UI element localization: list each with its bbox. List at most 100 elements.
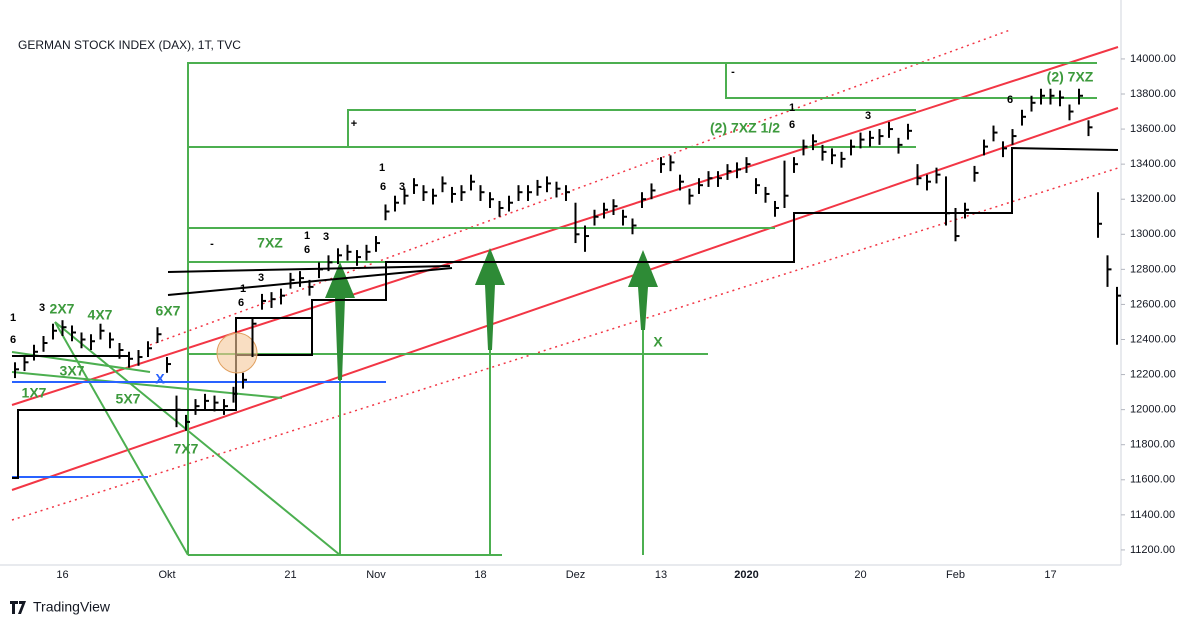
annotation: 3 (399, 181, 405, 193)
x-tick-label: Okt (158, 569, 175, 581)
green-box (725, 63, 1097, 99)
price-bar (14, 362, 19, 379)
price-bar (508, 195, 513, 212)
annotation: 3 (258, 272, 264, 284)
price-bar (1059, 90, 1064, 107)
green-box (347, 109, 916, 147)
annotation: + (351, 118, 357, 130)
price-bar (755, 178, 760, 194)
price-bar (574, 202, 580, 244)
price-bar (1011, 129, 1017, 145)
price-bar (137, 350, 143, 366)
price-bar (660, 157, 665, 173)
annotation: 5X7 (116, 391, 141, 407)
price-bar (460, 185, 466, 201)
arrow (475, 248, 505, 350)
price-bar (783, 160, 789, 208)
price-bar (764, 186, 770, 203)
price-bar (774, 200, 779, 217)
annotation: 7XZ (257, 235, 283, 251)
price-bar (71, 325, 76, 342)
price-bar (242, 372, 247, 389)
price-bar (223, 399, 228, 415)
price-bar (1068, 104, 1074, 121)
y-tick-label: 12800.00 (1130, 263, 1176, 275)
annotation: 6 (789, 119, 795, 131)
x-tick-label: Dez (566, 569, 586, 581)
price-bar (365, 244, 371, 261)
price-bar (992, 125, 998, 142)
price-bar (717, 171, 722, 187)
price-bar (603, 202, 608, 219)
price-bar (793, 157, 798, 173)
price-bar (584, 225, 589, 252)
green-box (187, 62, 1097, 555)
price-bar (916, 164, 922, 186)
price-bar (983, 139, 988, 156)
price-bar (232, 386, 238, 403)
price-bar (337, 248, 342, 265)
price-bar (128, 351, 133, 368)
arrow (628, 250, 658, 330)
price-bar (109, 332, 114, 349)
annotation: (2) 7XZ 1/2 (710, 120, 780, 136)
price-bar (384, 204, 390, 221)
price-bar (375, 236, 380, 252)
brand-name: TradingView (33, 599, 111, 615)
channel-line (11, 167, 1119, 521)
price-bar (1002, 141, 1007, 158)
price-bar (451, 186, 456, 203)
annotation: - (731, 66, 735, 78)
y-tick-label: 13000.00 (1130, 228, 1176, 240)
y-tick-label: 11600.00 (1130, 474, 1175, 486)
x-tick-label: 2020 (734, 569, 758, 581)
price-bar (118, 343, 124, 359)
price-bar (204, 393, 209, 410)
price-bar (831, 148, 836, 165)
annotation: X (155, 371, 165, 387)
y-tick-label: 13200.00 (1130, 193, 1176, 205)
price-bar (821, 144, 827, 161)
price-bar (850, 139, 855, 156)
price-bar (688, 188, 694, 205)
drawings (11, 29, 1119, 556)
price-bar (327, 255, 333, 272)
y-tick-label: 13600.00 (1130, 123, 1176, 135)
x-tick-label: 17 (1044, 569, 1056, 581)
price-bar (631, 218, 637, 235)
annotation: 3 (323, 231, 329, 243)
annotation: 6 (238, 297, 244, 309)
x-tick-label: 18 (474, 569, 486, 581)
price-bar (593, 209, 599, 226)
price-bar (280, 288, 285, 305)
price-bar (954, 207, 960, 242)
price-bar (1087, 120, 1093, 137)
annotation: 6 (10, 334, 16, 346)
price-bar (251, 318, 257, 358)
price-bar (470, 174, 475, 191)
annotation: 6 (304, 244, 310, 256)
y-tick-label: 11200.00 (1130, 544, 1175, 556)
price-bar (185, 414, 190, 431)
annotation: 1X7 (22, 385, 47, 401)
price-bar (413, 178, 418, 194)
price-bar (964, 202, 969, 219)
price-bar (745, 157, 751, 173)
price-bar (812, 134, 817, 151)
price-bar (289, 272, 295, 289)
price-bar (1040, 88, 1045, 105)
y-tick-label: 12400.00 (1130, 333, 1176, 345)
price-bar (555, 181, 561, 198)
price-bar (422, 185, 428, 201)
annotation: 6X7 (156, 303, 181, 319)
price-bar (859, 132, 865, 149)
price-bar (1078, 88, 1083, 105)
price-bar (641, 192, 646, 208)
price-bar (707, 171, 713, 187)
price-bar (565, 185, 570, 201)
y-tick-label: 12000.00 (1130, 404, 1176, 416)
price-bar (403, 188, 409, 205)
price-bar (308, 279, 314, 296)
annotation: 6 (1007, 94, 1013, 106)
